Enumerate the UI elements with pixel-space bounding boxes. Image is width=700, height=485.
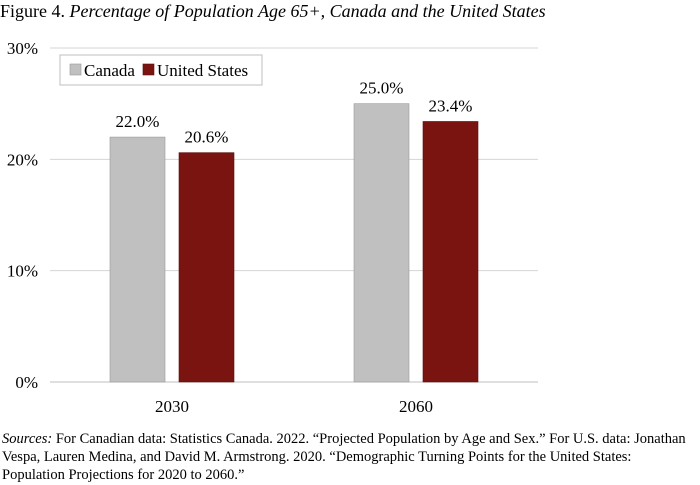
- y-tick-label: 30%: [7, 39, 38, 58]
- sources-note: Sources: For Canadian data: Statistics C…: [2, 430, 692, 484]
- figure-label: Figure 4.: [0, 1, 65, 21]
- bar-value-labels: 22.0% 20.6% 25.0% 23.4%: [116, 79, 473, 147]
- x-axis-tick-labels: 2030 2060: [155, 397, 433, 416]
- legend-swatch: [69, 63, 82, 76]
- figure-title: Figure 4. Percentage of Population Age 6…: [0, 1, 546, 22]
- x-tick-label: 2060: [399, 397, 433, 416]
- legend: Canada United States: [59, 54, 263, 86]
- bars: [109, 103, 479, 383]
- bar-united-states-2030: [178, 152, 235, 383]
- y-axis-tick-labels: 0% 10% 20% 30%: [7, 39, 38, 392]
- bar-chart: 0% 10% 20% 30% 22.0% 20.6% 25.0% 23.4% 2030 206…: [7, 39, 538, 416]
- figure-title-text: Percentage of Population Age 65+, Canada…: [69, 1, 546, 21]
- legend-box: [59, 54, 263, 86]
- y-tick-label: 10%: [7, 262, 38, 281]
- legend-label: United States: [157, 61, 248, 80]
- legend-label: Canada: [84, 61, 135, 80]
- sources-text: For Canadian data: Statistics Canada. 20…: [2, 431, 686, 483]
- bar-value-label: 22.0%: [116, 112, 160, 131]
- bar-united-states-2060: [422, 121, 479, 383]
- bar-value-label: 25.0%: [360, 79, 404, 98]
- bar-value-label: 20.6%: [185, 128, 229, 147]
- sources-label: Sources:: [2, 431, 53, 447]
- y-tick-label: 20%: [7, 150, 38, 169]
- bar-value-label: 23.4%: [429, 96, 473, 115]
- y-tick-label: 0%: [15, 373, 38, 392]
- legend-swatch: [142, 63, 155, 76]
- x-tick-label: 2030: [155, 397, 189, 416]
- bar-canada-2060: [353, 103, 410, 383]
- bar-canada-2030: [109, 136, 166, 383]
